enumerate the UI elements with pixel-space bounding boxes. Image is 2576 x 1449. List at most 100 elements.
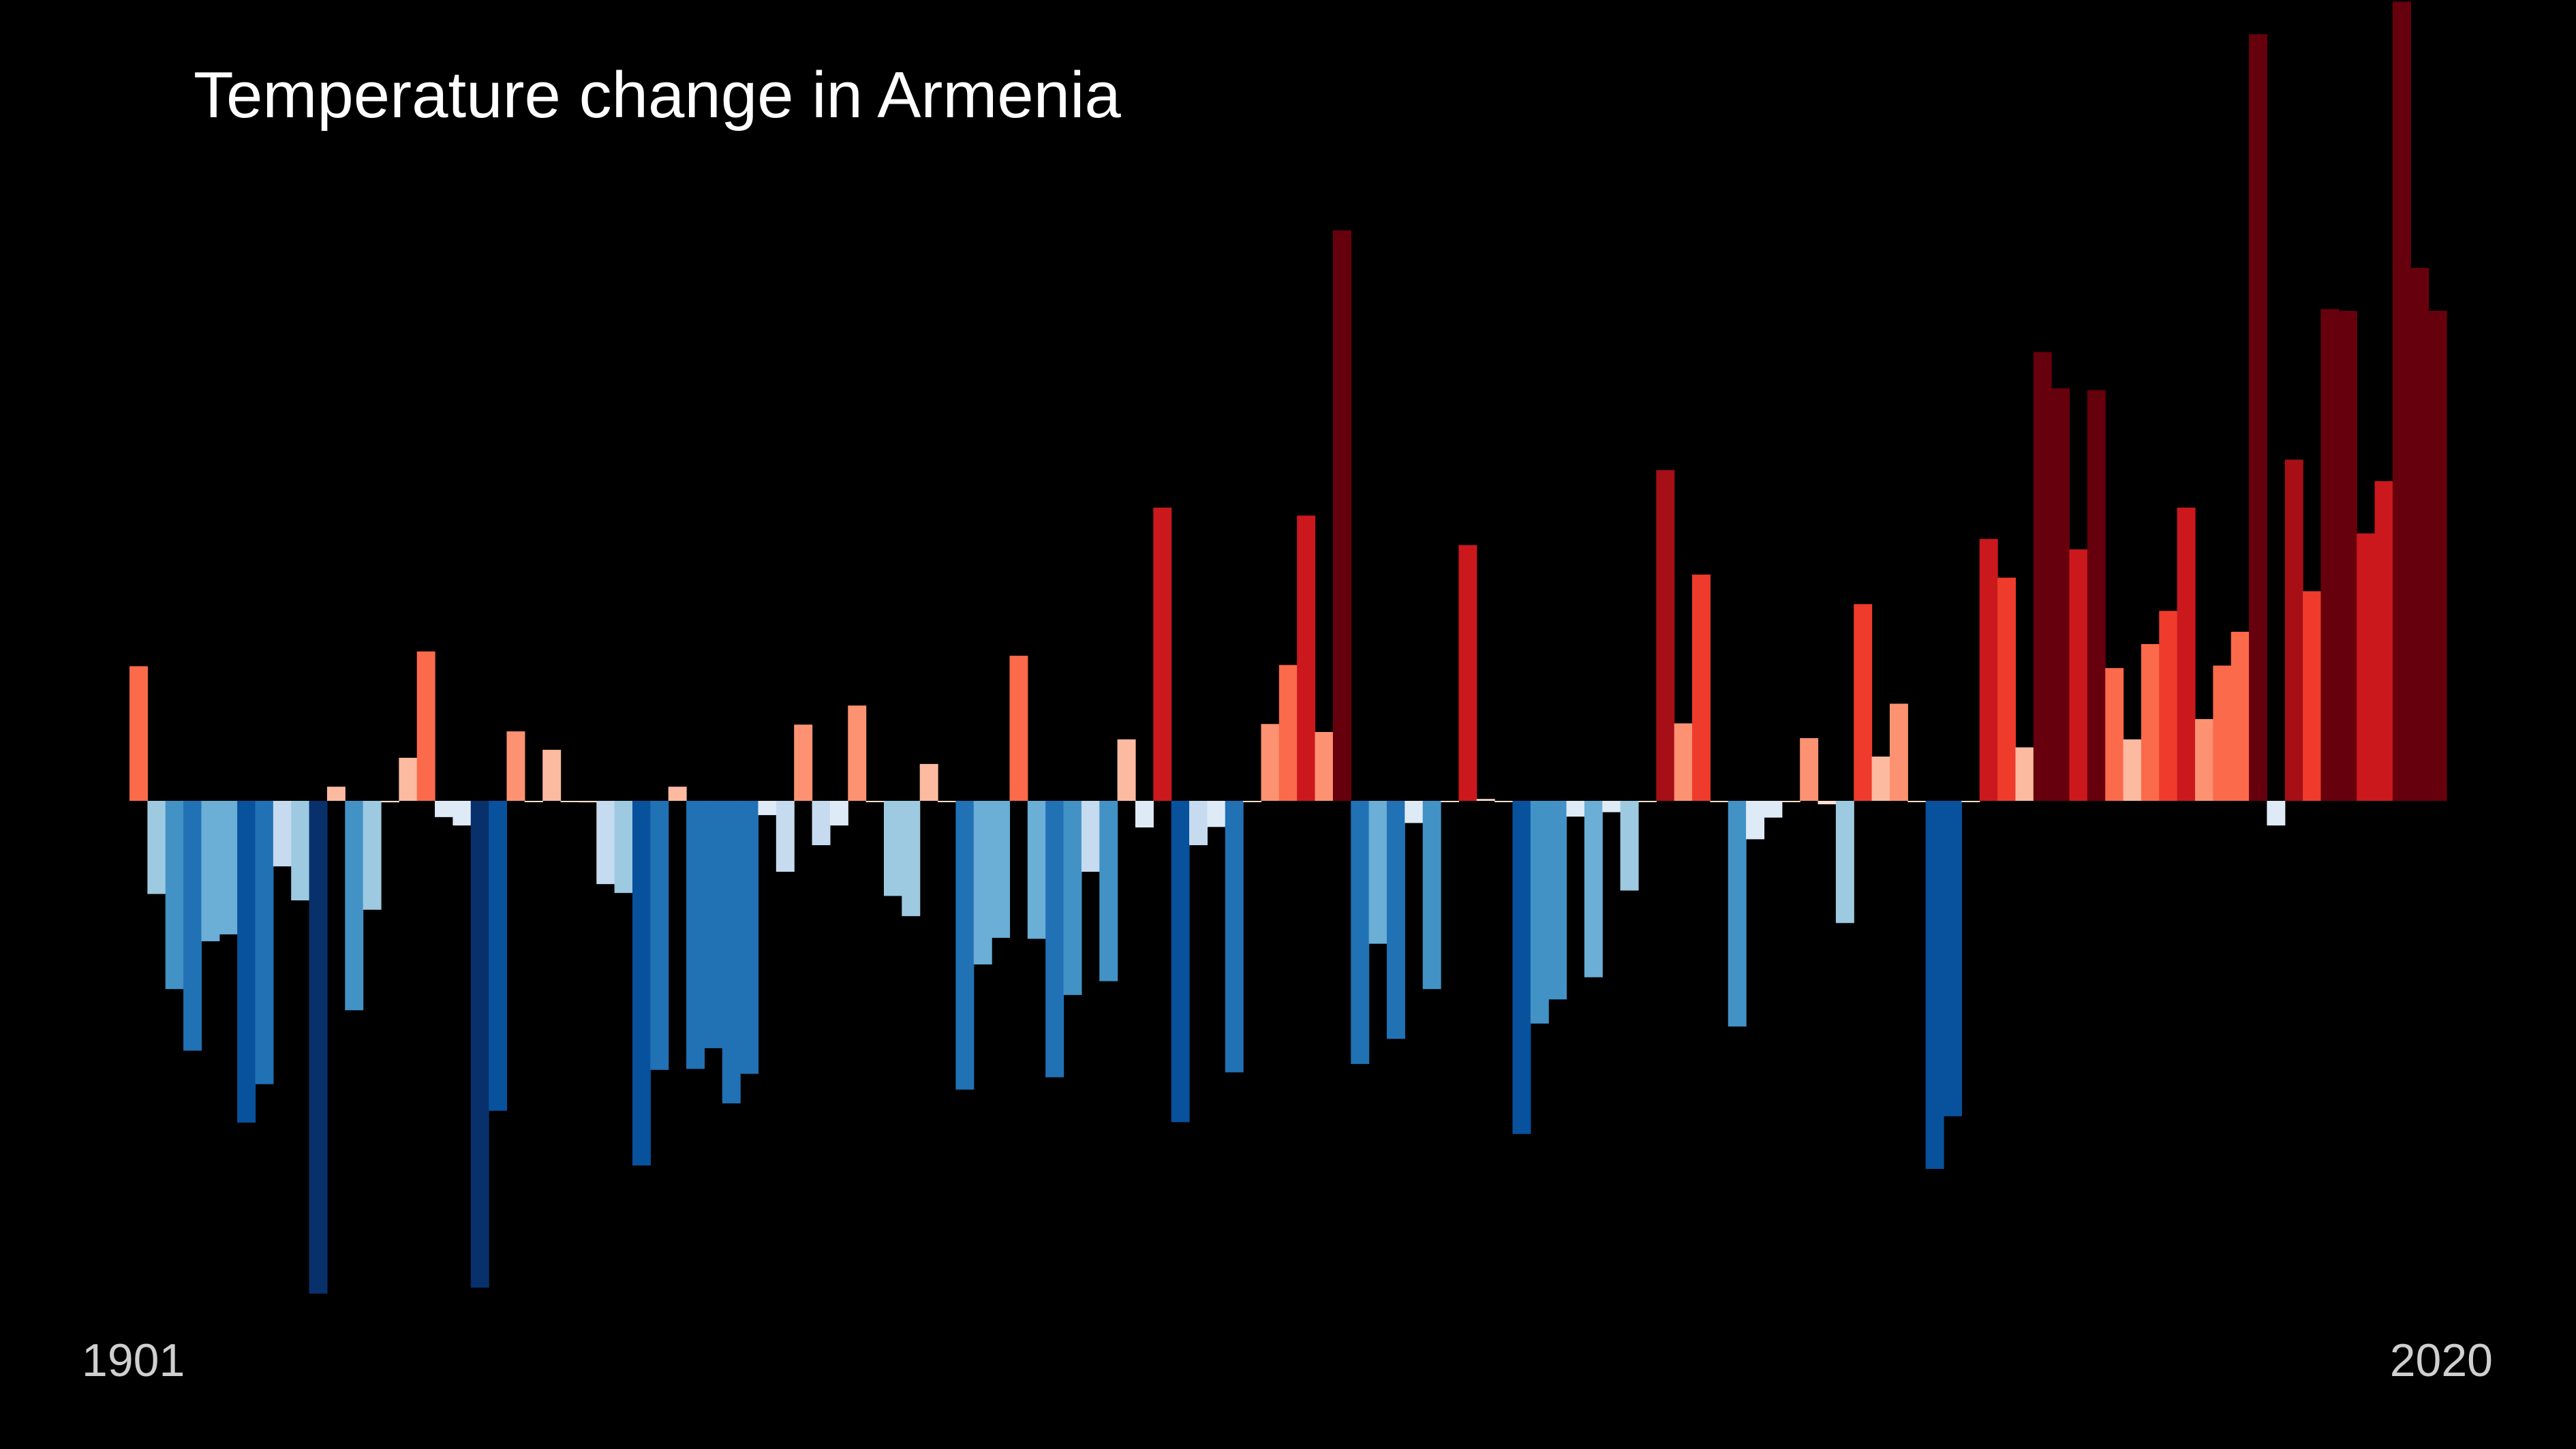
bar [1297, 515, 1316, 801]
bar [1243, 801, 1262, 802]
bar [2213, 665, 2232, 801]
bar [2249, 34, 2268, 802]
bar [632, 801, 651, 1166]
bar [848, 705, 867, 801]
bar [1512, 801, 1531, 1134]
bar [2015, 747, 2034, 801]
bar [1800, 738, 1819, 801]
bar [758, 801, 777, 815]
bar [2069, 549, 2088, 801]
bar [1332, 230, 1351, 801]
bar [704, 801, 723, 1048]
bar [1494, 801, 1514, 802]
bar [345, 801, 364, 1011]
bar [1278, 665, 1298, 801]
bar [1225, 801, 1244, 1073]
bar [973, 801, 992, 965]
bar [1530, 801, 1549, 1024]
bar [812, 801, 831, 846]
bar [524, 801, 543, 802]
bar [1368, 801, 1387, 944]
bar [399, 757, 418, 801]
bar [992, 801, 1011, 938]
bar [938, 801, 957, 802]
bar [416, 651, 435, 801]
bar [1548, 801, 1567, 1000]
end-year-label: 2020 [2389, 1334, 2493, 1386]
bar [1441, 801, 1459, 802]
bar [1638, 801, 1657, 802]
bar [1261, 724, 1280, 801]
bar [2105, 668, 2124, 801]
bar [1781, 801, 1800, 802]
bar [291, 801, 310, 901]
bar [829, 801, 848, 826]
bar [1944, 801, 1962, 1116]
bar [1476, 799, 1495, 801]
bar [129, 666, 148, 801]
bar [1351, 801, 1370, 1065]
bar [2303, 591, 2322, 801]
bar [2392, 1, 2411, 801]
bar [560, 801, 579, 802]
bar [955, 801, 975, 1090]
bar [2428, 311, 2447, 801]
bar [686, 801, 705, 1069]
bar [650, 801, 669, 1070]
bar [2177, 507, 2196, 801]
bar [1620, 801, 1639, 891]
bar [237, 801, 256, 1123]
bar [2195, 719, 2213, 801]
bar [902, 801, 921, 917]
bar [183, 801, 202, 1051]
bar [1386, 801, 1405, 1039]
bar [1566, 801, 1585, 817]
bar [1135, 801, 1154, 828]
bar [722, 801, 741, 1103]
bar [1674, 723, 1693, 801]
bar [542, 750, 562, 801]
bar [1728, 801, 1747, 1027]
bar [201, 801, 220, 942]
bar [1764, 801, 1783, 818]
bar [1854, 604, 1873, 801]
bar [1153, 507, 1172, 801]
bar [1925, 801, 1944, 1170]
bar [2338, 311, 2357, 801]
bar [2410, 267, 2429, 802]
bar [1907, 801, 1927, 802]
bar [1009, 656, 1028, 801]
bar [883, 801, 902, 896]
bar [380, 801, 399, 803]
bar [219, 801, 238, 934]
bar [578, 801, 597, 803]
bar [1656, 470, 1675, 801]
bar [1045, 801, 1064, 1078]
bar [919, 763, 938, 801]
bar [1871, 757, 1890, 801]
bar [1081, 801, 1100, 872]
bar [668, 787, 687, 801]
bar [1979, 538, 1998, 801]
bar [2123, 739, 2142, 801]
bar [435, 801, 454, 817]
bar [255, 801, 274, 1084]
bar [506, 731, 525, 801]
bar [596, 801, 615, 885]
bar [2141, 643, 2160, 801]
bar [165, 801, 184, 990]
bar [489, 801, 508, 1111]
bar [309, 801, 328, 1294]
bar [1818, 801, 1837, 805]
bar [2033, 352, 2052, 801]
bar [1171, 801, 1190, 1123]
bar [1405, 801, 1424, 823]
bar [2374, 481, 2393, 801]
bar [1961, 801, 1980, 802]
bar [1422, 801, 1441, 990]
bar [470, 801, 489, 1288]
bar [363, 801, 382, 910]
bar [1602, 801, 1621, 812]
bar [2051, 388, 2070, 801]
start-year-label: 1901 [82, 1334, 185, 1386]
